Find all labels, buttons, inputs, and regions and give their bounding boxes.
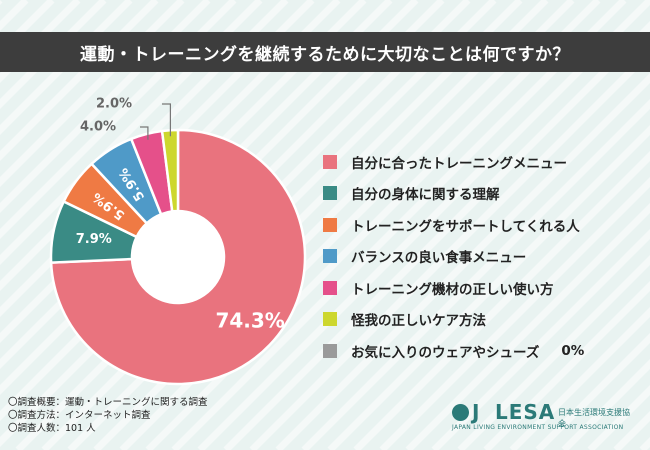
- logo-mark: J: [452, 402, 479, 422]
- legend-label-3: バランスの良い食事メニュー: [351, 250, 527, 267]
- leader-line-4: [140, 126, 149, 140]
- data-label-1: 7.9%: [76, 232, 112, 247]
- legend-item-4: トレーニング機材の正しい使い方: [323, 272, 584, 304]
- legend-swatch-2: [323, 217, 337, 232]
- note-count: 〇調査人数：101 人: [8, 423, 96, 434]
- legend-item-6: お気に入りのウェアやシューズ 0%: [323, 335, 584, 367]
- logo-japanese-name: 日本生活環境支援協会: [558, 408, 630, 428]
- legend-swatch-1: [323, 186, 337, 201]
- leader-line-5: [162, 103, 172, 137]
- legend-swatch-3: [323, 249, 337, 264]
- legend-label-0: 自分に合ったトレーニングメニュー: [351, 155, 567, 172]
- legend-item-2: トレーニングをサポートしてくれる人: [323, 209, 584, 241]
- note-method: 〇調査方法：インターネット調査: [8, 410, 151, 421]
- legend-label-2: トレーニングをサポートしてくれる人: [351, 218, 580, 235]
- legend-item-0: 自分に合ったトレーニングメニュー: [323, 146, 584, 178]
- donut-slice-0: [49, 128, 307, 386]
- donut-slice-5: [160, 128, 180, 213]
- logo-j: J: [472, 400, 480, 424]
- legend-label-4: トレーニング機材の正しい使い方: [351, 281, 554, 298]
- legend-label-6: お気に入りのウェアやシューズ: [351, 344, 540, 361]
- legend-item-3: バランスの良い食事メニュー: [323, 241, 584, 273]
- legend-item-5: 怪我の正しいケア方法: [323, 304, 584, 336]
- legend-swatch-4: [323, 280, 337, 295]
- jlesa-logo: J LESA 日本生活環境支援協会 JAPAN LIVING ENVIRONME…: [452, 400, 637, 440]
- data-label-5: 2.0%: [96, 97, 132, 112]
- legend-swatch-0: [323, 154, 337, 169]
- logo-name: LESA: [495, 400, 556, 424]
- legend-swatch-5: [323, 312, 337, 327]
- logo-circle-icon: [452, 403, 469, 421]
- legend-swatch-6: [323, 343, 337, 358]
- survey-notes: 〇調査概要：運動・トレーニングに関する調査 〇調査方法：インターネット調査 〇調…: [8, 396, 208, 435]
- legend-value-6: 0%: [561, 342, 585, 359]
- note-overview: 〇調査概要：運動・トレーニングに関する調査: [8, 397, 208, 408]
- legend-label-1: 自分の身体に関する理解: [351, 187, 500, 204]
- logo-english-name: JAPAN LIVING ENVIRONMENT SUPPORT ASSOCIA…: [452, 424, 624, 431]
- legend: 自分に合ったトレーニングメニュー 自分の身体に関する理解トレーニングをサポートして…: [323, 146, 584, 367]
- legend-label-5: 怪我の正しいケア方法: [351, 313, 486, 330]
- chart-title: 運動・トレーニングを継続するために大切なことは何ですか？: [0, 32, 650, 72]
- data-label-4: 4.0%: [80, 120, 116, 135]
- legend-item-1: 自分の身体に関する理解: [323, 178, 584, 210]
- data-label-0: 74.3%: [215, 308, 284, 332]
